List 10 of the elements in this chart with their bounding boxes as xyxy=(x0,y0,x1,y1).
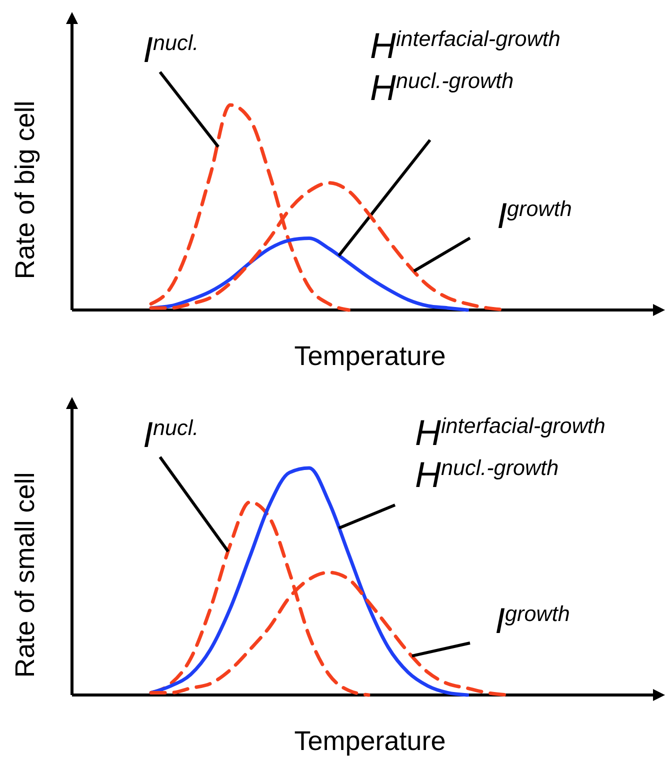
y-axis-title: Rate of big cell xyxy=(10,100,40,280)
y-axis-title: Rate of small cell xyxy=(10,472,40,678)
series-label: I$^{growth}$ xyxy=(495,600,570,641)
series-label: I$^{nucl.}$ xyxy=(143,414,199,455)
series-label: I$^{nucl.}$ xyxy=(143,29,199,70)
x-axis-title: Temperature xyxy=(294,726,446,756)
text: I$^{growth}$ xyxy=(497,195,572,236)
text: H$^{interfacial-growth}$ H$^{nucl.-growth}$ xyxy=(370,25,560,108)
text: H$^{interfacial-growth}$ H$^{nucl.-growth}$ xyxy=(415,412,606,495)
x-axis-title: Temperature xyxy=(294,341,446,371)
